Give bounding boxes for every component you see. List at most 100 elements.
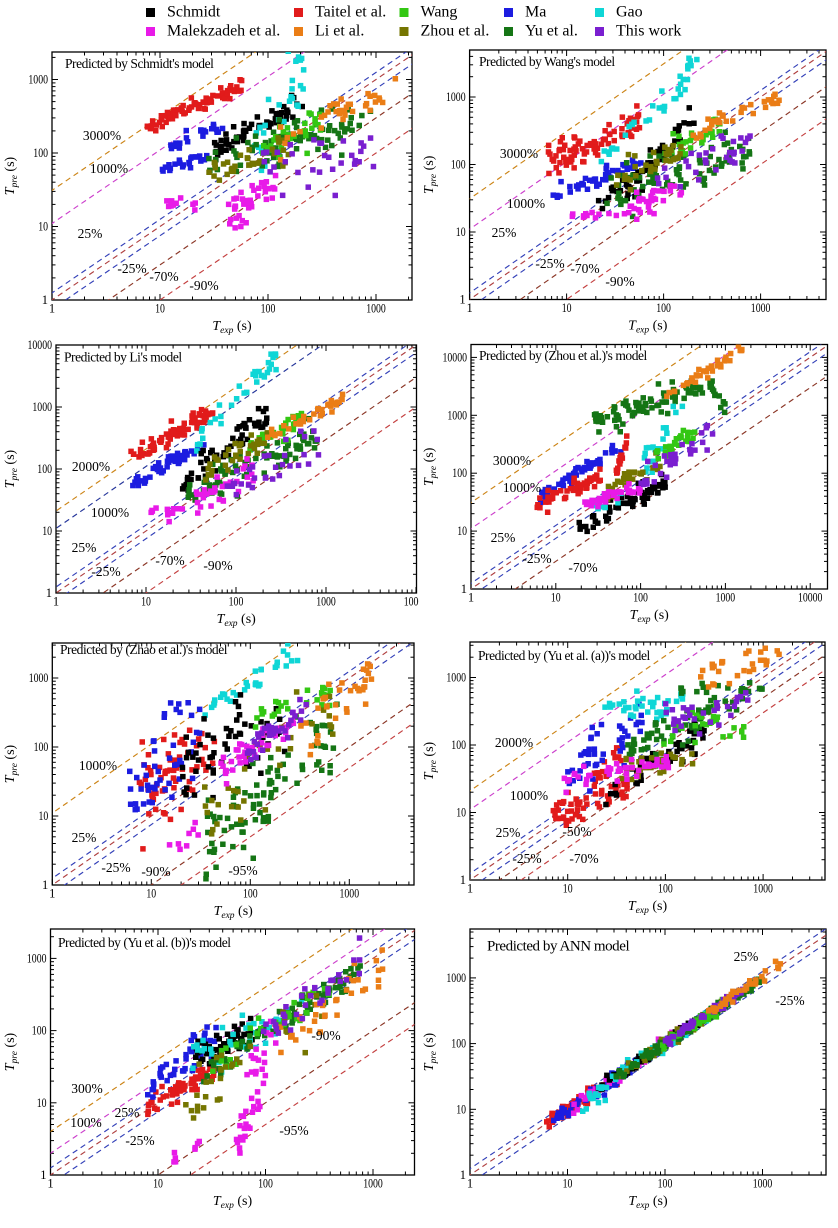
svg-text:Tpre (s): Tpre (s) bbox=[422, 155, 439, 194]
svg-text:1000%: 1000% bbox=[510, 788, 548, 803]
svg-text:1: 1 bbox=[42, 293, 48, 307]
svg-text:-90%: -90% bbox=[141, 864, 170, 879]
svg-text:-50%: -50% bbox=[562, 824, 591, 839]
svg-text:10: 10 bbox=[457, 524, 467, 538]
svg-text:100: 100 bbox=[451, 158, 466, 172]
svg-text:10: 10 bbox=[563, 1177, 573, 1191]
svg-text:10000: 10000 bbox=[28, 340, 53, 352]
svg-text:1000: 1000 bbox=[447, 408, 467, 422]
svg-text:1000: 1000 bbox=[28, 73, 48, 87]
svg-text:Tpre (s): Tpre (s) bbox=[3, 156, 20, 195]
svg-text:-90%: -90% bbox=[203, 558, 232, 573]
svg-text:100: 100 bbox=[633, 591, 648, 605]
svg-text:1000: 1000 bbox=[753, 882, 773, 896]
svg-text:1: 1 bbox=[49, 887, 55, 901]
svg-text:100: 100 bbox=[451, 738, 466, 752]
svg-text:Predicted by (Zhao et al.)'s m: Predicted by (Zhao et al.)'s model bbox=[60, 642, 228, 657]
svg-text:-25%: -25% bbox=[91, 564, 120, 579]
svg-text:Gao: Gao bbox=[616, 4, 643, 21]
svg-text:100: 100 bbox=[229, 595, 244, 609]
svg-text:10: 10 bbox=[39, 809, 49, 823]
svg-text:1000: 1000 bbox=[753, 1177, 773, 1191]
svg-text:100: 100 bbox=[243, 887, 258, 901]
svg-text:100: 100 bbox=[34, 740, 49, 754]
svg-text:This work: This work bbox=[616, 23, 681, 40]
svg-text:Yu et al.: Yu et al. bbox=[525, 23, 578, 40]
svg-text:25%: 25% bbox=[496, 825, 521, 840]
svg-text:100: 100 bbox=[656, 301, 671, 315]
svg-text:100: 100 bbox=[451, 1037, 466, 1051]
svg-text:1000: 1000 bbox=[32, 400, 52, 414]
svg-text:Li et al.: Li et al. bbox=[315, 23, 364, 40]
svg-text:10000: 10000 bbox=[443, 350, 468, 364]
svg-text:1: 1 bbox=[42, 878, 48, 892]
svg-text:1000%: 1000% bbox=[90, 161, 128, 176]
svg-text:1: 1 bbox=[460, 1168, 466, 1182]
svg-text:100: 100 bbox=[261, 302, 276, 316]
svg-text:-70%: -70% bbox=[149, 269, 178, 284]
svg-text:-70%: -70% bbox=[570, 261, 599, 276]
svg-text:10: 10 bbox=[37, 1096, 47, 1110]
svg-text:10000: 10000 bbox=[404, 595, 419, 609]
svg-text:-70%: -70% bbox=[155, 553, 184, 568]
svg-text:-25%: -25% bbox=[535, 256, 564, 271]
svg-text:1: 1 bbox=[466, 301, 472, 315]
svg-text:-25%: -25% bbox=[125, 1133, 154, 1148]
svg-text:1000: 1000 bbox=[446, 971, 466, 985]
svg-text:1: 1 bbox=[47, 1177, 53, 1191]
svg-text:-25%: -25% bbox=[101, 860, 130, 875]
svg-text:Predicted by (Zhou et al.)'s m: Predicted by (Zhou et al.)'s model bbox=[479, 348, 648, 363]
svg-text:1000%: 1000% bbox=[91, 505, 129, 520]
svg-text:10: 10 bbox=[551, 591, 561, 605]
svg-text:Texp (s): Texp (s) bbox=[217, 612, 257, 629]
svg-text:100: 100 bbox=[658, 1177, 673, 1191]
svg-text:1000: 1000 bbox=[751, 301, 771, 315]
svg-text:3000%: 3000% bbox=[83, 128, 121, 143]
svg-text:Ma: Ma bbox=[525, 4, 546, 21]
svg-text:1: 1 bbox=[49, 302, 55, 316]
svg-text:1: 1 bbox=[53, 595, 59, 609]
svg-text:10: 10 bbox=[563, 882, 573, 896]
svg-text:Predicted by Li's model: Predicted by Li's model bbox=[64, 350, 182, 365]
svg-text:10: 10 bbox=[146, 887, 156, 901]
svg-text:25%: 25% bbox=[78, 226, 103, 241]
svg-text:1: 1 bbox=[461, 582, 467, 596]
svg-text:1000: 1000 bbox=[27, 951, 47, 965]
svg-text:1000%: 1000% bbox=[503, 480, 541, 495]
svg-text:10: 10 bbox=[456, 1102, 466, 1116]
svg-text:100: 100 bbox=[33, 146, 48, 160]
svg-text:100: 100 bbox=[658, 882, 673, 896]
svg-text:10000: 10000 bbox=[798, 591, 823, 605]
svg-text:Schmidt: Schmidt bbox=[167, 4, 221, 21]
svg-text:Predicted by (Yu et al. (a))'s: Predicted by (Yu et al. (a))'s model bbox=[478, 648, 650, 663]
svg-text:Tpre (s): Tpre (s) bbox=[422, 447, 439, 486]
svg-text:100: 100 bbox=[452, 466, 467, 480]
svg-text:Tpre (s): Tpre (s) bbox=[422, 741, 439, 780]
svg-text:10: 10 bbox=[456, 225, 466, 239]
svg-text:Texp (s): Texp (s) bbox=[214, 904, 254, 921]
svg-text:-90%: -90% bbox=[605, 274, 634, 289]
svg-text:2000%: 2000% bbox=[72, 459, 110, 474]
svg-text:1000: 1000 bbox=[716, 591, 736, 605]
svg-text:1: 1 bbox=[46, 586, 52, 600]
svg-text:10: 10 bbox=[153, 1177, 163, 1191]
svg-text:100%: 100% bbox=[70, 1115, 102, 1130]
svg-text:1: 1 bbox=[468, 591, 474, 605]
svg-text:10: 10 bbox=[141, 595, 151, 609]
svg-text:3000%: 3000% bbox=[493, 453, 531, 468]
svg-text:3000%: 3000% bbox=[500, 146, 538, 161]
svg-text:Predicted by Wang's model: Predicted by Wang's model bbox=[479, 54, 615, 69]
svg-text:10: 10 bbox=[38, 220, 48, 234]
svg-text:1000: 1000 bbox=[446, 90, 466, 104]
svg-text:Malekzadeh et al.: Malekzadeh et al. bbox=[167, 23, 280, 40]
svg-text:25%: 25% bbox=[492, 225, 517, 240]
svg-text:Texp (s): Texp (s) bbox=[628, 319, 668, 336]
svg-text:10: 10 bbox=[155, 302, 165, 316]
svg-text:-95%: -95% bbox=[279, 1123, 308, 1138]
svg-text:1000%: 1000% bbox=[507, 196, 545, 211]
svg-text:-25%: -25% bbox=[522, 551, 551, 566]
svg-text:1000: 1000 bbox=[366, 302, 386, 316]
svg-text:1: 1 bbox=[459, 293, 465, 307]
svg-text:Zhou et al.: Zhou et al. bbox=[421, 23, 490, 40]
svg-text:1000: 1000 bbox=[316, 595, 336, 609]
